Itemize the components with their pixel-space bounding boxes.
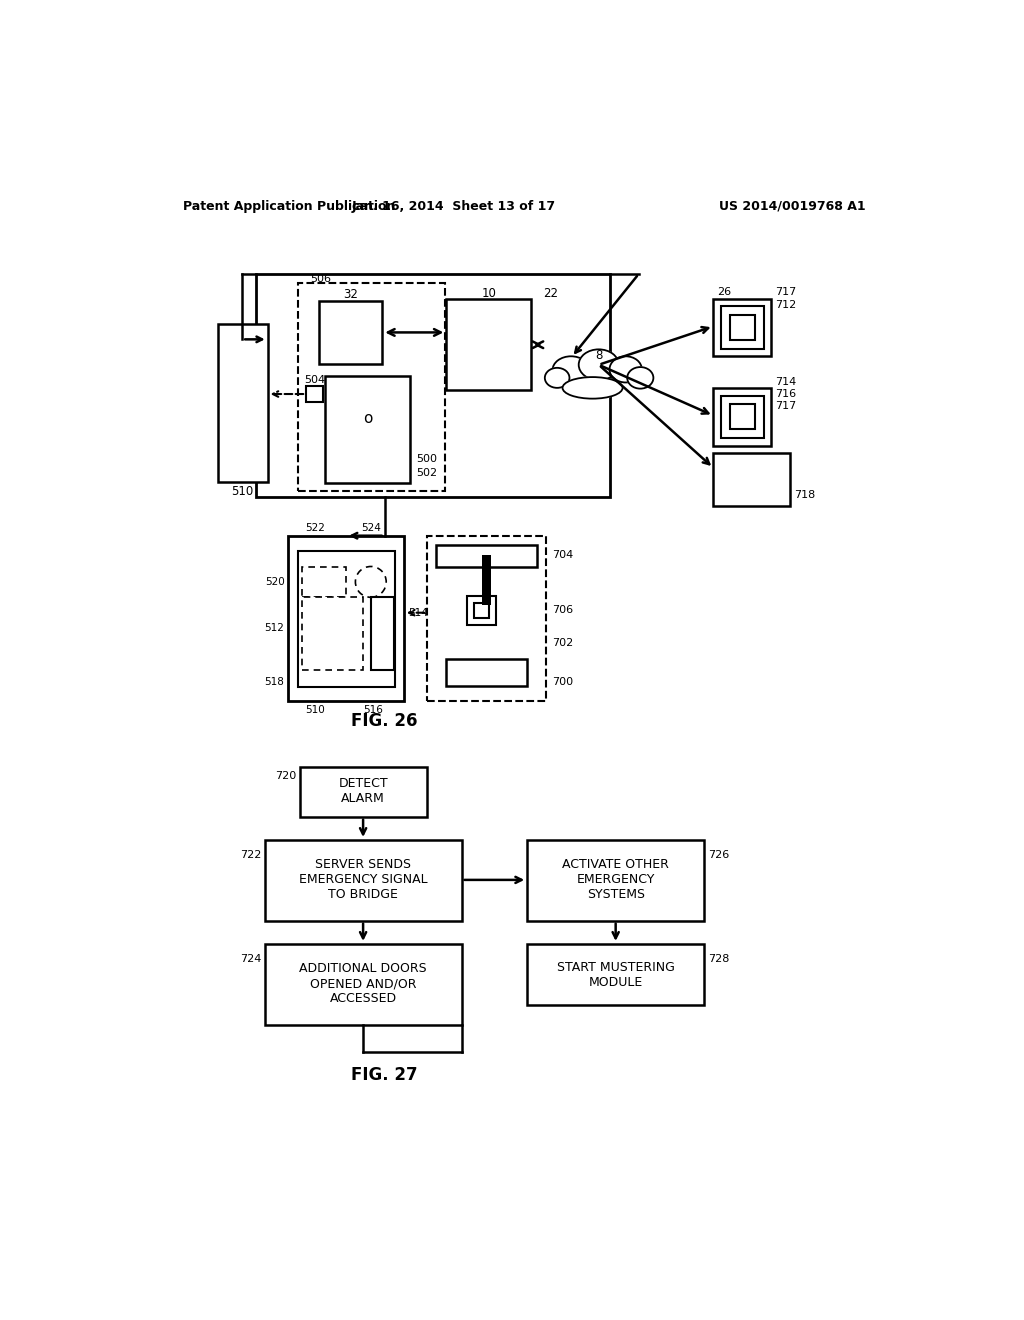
Bar xyxy=(446,300,531,391)
Ellipse shape xyxy=(553,356,590,384)
Text: Jan. 16, 2014  Sheet 13 of 17: Jan. 16, 2014 Sheet 13 of 17 xyxy=(352,199,556,213)
Text: 726: 726 xyxy=(708,850,729,861)
Bar xyxy=(721,306,764,348)
Bar xyxy=(319,301,382,364)
Bar xyxy=(721,396,764,438)
Text: 717: 717 xyxy=(775,288,797,297)
Bar xyxy=(289,536,403,701)
Ellipse shape xyxy=(562,378,623,399)
Ellipse shape xyxy=(545,368,569,388)
Text: Patent Application Publication: Patent Application Publication xyxy=(183,199,395,213)
Text: FIG. 27: FIG. 27 xyxy=(351,1065,418,1084)
Text: o: o xyxy=(364,411,373,426)
Text: 512: 512 xyxy=(264,623,285,634)
Text: FIG. 26: FIG. 26 xyxy=(351,711,418,730)
Bar xyxy=(427,536,547,701)
Bar xyxy=(322,628,336,643)
Bar xyxy=(714,453,791,507)
Bar xyxy=(474,603,489,618)
Bar xyxy=(256,275,609,498)
Bar xyxy=(265,840,462,921)
Text: 728: 728 xyxy=(708,954,729,964)
Ellipse shape xyxy=(609,356,642,383)
Text: 522: 522 xyxy=(305,523,326,533)
Bar xyxy=(301,566,346,598)
Text: 22: 22 xyxy=(543,286,558,300)
Bar xyxy=(481,554,490,605)
Text: 520: 520 xyxy=(265,577,285,587)
Text: 502: 502 xyxy=(416,467,437,478)
Text: 516: 516 xyxy=(364,705,383,715)
Text: 500: 500 xyxy=(416,454,437,465)
Text: 10: 10 xyxy=(481,286,496,300)
Bar xyxy=(714,298,771,356)
Bar xyxy=(326,376,410,483)
Bar xyxy=(467,595,497,626)
Text: SERVER SENDS
EMERGENCY SIGNAL
TO BRIDGE: SERVER SENDS EMERGENCY SIGNAL TO BRIDGE xyxy=(299,858,427,902)
Bar xyxy=(301,597,364,671)
Text: 712: 712 xyxy=(775,300,797,310)
Text: 720: 720 xyxy=(274,771,296,781)
Bar xyxy=(730,314,755,341)
Bar xyxy=(714,388,771,446)
Text: 716: 716 xyxy=(775,389,797,399)
Text: ACTIVATE OTHER
EMERGENCY
SYSTEMS: ACTIVATE OTHER EMERGENCY SYSTEMS xyxy=(562,858,669,902)
Text: 8: 8 xyxy=(595,348,602,362)
Text: 32: 32 xyxy=(343,288,358,301)
Bar xyxy=(300,767,427,817)
Bar xyxy=(436,545,538,566)
Ellipse shape xyxy=(579,350,618,380)
Bar xyxy=(305,628,319,643)
Text: 714: 714 xyxy=(775,376,797,387)
Text: 510: 510 xyxy=(231,484,253,498)
Text: 702: 702 xyxy=(553,639,573,648)
Bar xyxy=(265,944,462,1024)
Bar xyxy=(322,612,336,627)
Bar xyxy=(730,404,755,429)
Text: START MUSTERING
MODULE: START MUSTERING MODULE xyxy=(557,961,675,989)
Bar xyxy=(527,840,705,921)
Text: 26: 26 xyxy=(717,288,731,297)
Text: 704: 704 xyxy=(553,550,573,560)
Text: DETECT
ALARM: DETECT ALARM xyxy=(338,777,388,805)
Text: 724: 724 xyxy=(240,954,261,964)
Bar xyxy=(217,323,267,482)
Text: 518: 518 xyxy=(264,677,285,686)
Bar xyxy=(298,284,444,491)
Bar xyxy=(305,612,319,627)
Text: 700: 700 xyxy=(553,677,573,686)
Ellipse shape xyxy=(628,367,653,388)
Text: 514: 514 xyxy=(408,607,428,618)
Bar xyxy=(527,944,705,1006)
Text: 504: 504 xyxy=(304,375,326,385)
Text: 706: 706 xyxy=(553,605,573,615)
Text: 717: 717 xyxy=(775,401,797,412)
Text: 510: 510 xyxy=(305,705,326,715)
Bar xyxy=(306,385,323,403)
Text: 718: 718 xyxy=(795,490,815,500)
Bar xyxy=(446,659,527,686)
Text: 506: 506 xyxy=(310,275,331,284)
Text: ADDITIONAL DOORS
OPENED AND/OR
ACCESSED: ADDITIONAL DOORS OPENED AND/OR ACCESSED xyxy=(299,962,427,1006)
Text: 722: 722 xyxy=(240,850,261,861)
Text: US 2014/0019768 A1: US 2014/0019768 A1 xyxy=(719,199,866,213)
Text: 524: 524 xyxy=(361,523,382,533)
Bar xyxy=(298,552,394,688)
Bar xyxy=(371,597,394,671)
